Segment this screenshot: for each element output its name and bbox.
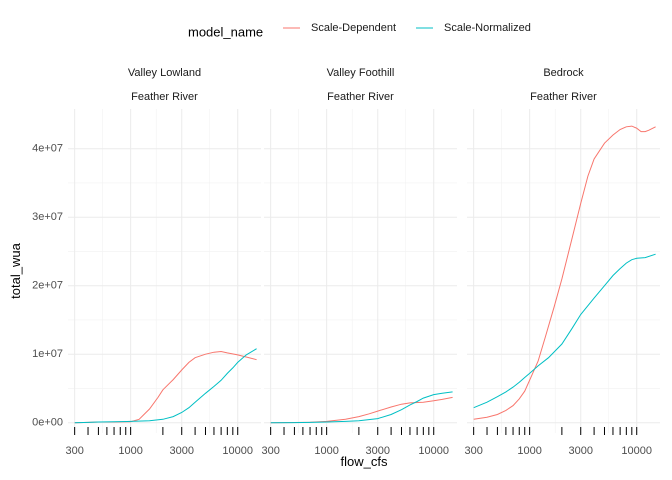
x-tick-label: 300 (261, 445, 279, 457)
series-line (270, 391, 453, 424)
series-line (473, 125, 656, 420)
series-line (74, 348, 257, 424)
facet-panel: Bedrock Feather River 300 1000 3000 10000 (464, 67, 660, 457)
series-line (473, 253, 656, 409)
facet-strip-label: Feather River (530, 91, 597, 103)
x-axis-title: flow_cfs (341, 454, 388, 469)
x-tick-label: 3000 (365, 445, 389, 457)
facet-strip-label: Feather River (131, 91, 198, 103)
x-tick-label: 10000 (222, 445, 253, 457)
facet-strip-label: Valley Lowland (128, 67, 201, 79)
x-tick-label: 300 (65, 445, 83, 457)
x-tick-label: 300 (464, 445, 482, 457)
x-tick-label: 1000 (118, 445, 142, 457)
legend-title: model_name (188, 24, 263, 39)
y-axis-title: total_wua (8, 242, 23, 298)
x-tick-label: 3000 (169, 445, 193, 457)
facet-strip-label: Feather River (327, 91, 394, 103)
x-tick-label: 10000 (418, 445, 449, 457)
y-tick-label: 3e+07 (32, 211, 63, 223)
x-tick-label: 3000 (568, 445, 592, 457)
series-line (74, 350, 257, 424)
facet-panel: Valley Lowland Feather River 300 1000 3000 10… (65, 67, 261, 457)
y-tick-label: 2e+07 (32, 280, 63, 292)
facet-panel: Valley Foothill Feather River 300 1000 3000 1… (261, 67, 457, 457)
facet-strip-label: Valley Foothill (327, 67, 395, 79)
x-tick-label: 1000 (517, 445, 541, 457)
series-line (270, 396, 453, 424)
y-tick-label: 0e+00 (32, 417, 63, 429)
facet-strip-label: Bedrock (543, 67, 584, 79)
x-tick-label: 1000 (314, 445, 338, 457)
x-tick-label: 10000 (621, 445, 652, 457)
y-tick-label: 1e+07 (32, 348, 63, 360)
y-tick-label: 4e+07 (32, 143, 63, 155)
legend-entry-label: Scale-Normalized (444, 22, 531, 34)
legend-entry-label: Scale-Dependent (311, 22, 396, 34)
